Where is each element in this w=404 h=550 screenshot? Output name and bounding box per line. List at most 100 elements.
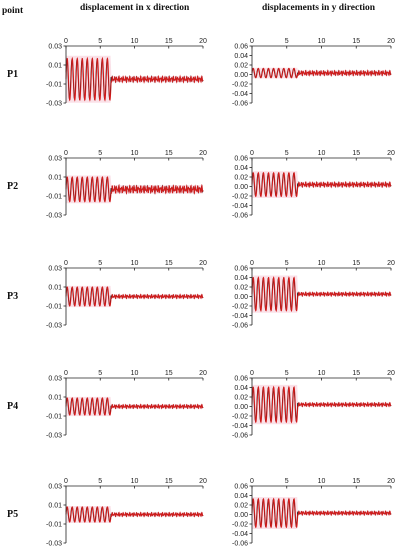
y-tick-label: 0.06 bbox=[234, 484, 248, 491]
x-tick-label: 10 bbox=[318, 260, 326, 267]
y-tick-label: -0.06 bbox=[232, 213, 248, 220]
y-tick-label: 0.01 bbox=[48, 285, 62, 292]
row-label-p5: P5 bbox=[7, 509, 18, 520]
y-tick-label: 0.06 bbox=[234, 156, 248, 163]
x-tick-label: 15 bbox=[165, 260, 173, 267]
panel-p3-y: 0 5 10 15 20 0.06 0.04 0.02 0.00 -0.02 -0.04 -0.06 bbox=[232, 260, 395, 330]
x-tick-label: 15 bbox=[352, 478, 360, 485]
panel-p1-y: 0 5 10 15 20 0.06 0.04 0.02 0.00 -0.02 -0.04 -0.06 bbox=[232, 38, 395, 108]
y-tick-label: -0.04 bbox=[232, 423, 248, 430]
x-tick-label: 20 bbox=[387, 38, 395, 45]
panel-p2-x: P2 0 5 10 15 20 0.03 0.01 -0.01 -0.03 bbox=[7, 150, 207, 220]
y-tick-label: 0.02 bbox=[234, 503, 248, 510]
panel-p1-x: P1 0 5 10 15 20 0.03 0.01 -0.01 -0.03 bbox=[7, 38, 207, 108]
y-tick-label: -0.06 bbox=[232, 323, 248, 330]
x-tick-label: 10 bbox=[131, 478, 139, 485]
panel-p4-y: 0 5 10 15 20 0.06 0.04 0.02 0.00 -0.02 -0.04 -0.06 bbox=[232, 370, 395, 440]
x-tick-label: 20 bbox=[387, 478, 395, 485]
y-tick-label: 0.03 bbox=[48, 44, 62, 51]
x-tick-label: 5 bbox=[285, 260, 289, 267]
y-tick-label: 0.06 bbox=[234, 376, 248, 383]
y-tick-label: 0.04 bbox=[234, 493, 248, 500]
series-line-simulated bbox=[65, 286, 204, 307]
series-line-simulated bbox=[251, 276, 392, 313]
series-line-simulated bbox=[251, 67, 392, 79]
header-x-direction: displacement in x direction bbox=[80, 3, 190, 13]
x-tick-label: 15 bbox=[165, 150, 173, 157]
x-tick-label: 5 bbox=[285, 38, 289, 45]
series-line-simulated bbox=[65, 56, 204, 102]
x-tick-label: 15 bbox=[352, 150, 360, 157]
y-tick-label: -0.06 bbox=[232, 101, 248, 108]
y-tick-label: 0.03 bbox=[48, 156, 62, 163]
y-tick-label: -0.03 bbox=[46, 541, 62, 548]
x-tick-label: 20 bbox=[199, 260, 207, 267]
series-line-simulated bbox=[65, 506, 204, 523]
y-tick-label: -0.03 bbox=[46, 433, 62, 440]
x-tick-label: 5 bbox=[98, 370, 102, 377]
panel-p5-y: 0 5 10 15 20 0.06 0.04 0.02 0.00 -0.02 -0.04 -0.06 bbox=[232, 478, 395, 548]
x-tick-label: 15 bbox=[352, 38, 360, 45]
series-line-simulated bbox=[65, 175, 204, 203]
panel-p5-x: P5 0 5 10 15 20 0.03 0.01 -0.01 -0.03 bbox=[7, 478, 207, 548]
series-line-simulated bbox=[251, 497, 392, 529]
y-tick-label: 0.02 bbox=[234, 175, 248, 182]
series-line-simulated bbox=[65, 397, 204, 416]
y-tick-label: 0.04 bbox=[234, 275, 248, 282]
y-tick-label: 0.00 bbox=[234, 512, 248, 519]
y-tick-label: -0.04 bbox=[232, 531, 248, 538]
panel-p3-x: P3 0 5 10 15 20 0.03 0.01 -0.01 -0.03 bbox=[7, 260, 207, 330]
y-tick-label: 0.04 bbox=[234, 165, 248, 172]
y-tick-label: 0.03 bbox=[48, 376, 62, 383]
panel-grid: P1 0 5 10 15 20 0.03 0.01 -0.01 -0.03 0 5 10 15 20 0.06… bbox=[7, 38, 395, 548]
x-tick-label: 5 bbox=[285, 150, 289, 157]
y-tick-label: -0.04 bbox=[232, 203, 248, 210]
x-tick-label: 15 bbox=[165, 38, 173, 45]
x-tick-label: 5 bbox=[98, 38, 102, 45]
x-tick-label: 10 bbox=[318, 150, 326, 157]
header-y-direction: displacements in y direction bbox=[262, 3, 376, 13]
panel-p2-y: 0 5 10 15 20 0.06 0.04 0.02 0.00 -0.02 -0.04 -0.06 bbox=[232, 150, 395, 220]
x-tick-label: 20 bbox=[199, 38, 207, 45]
row-label-p1: P1 bbox=[7, 69, 18, 80]
y-tick-label: 0.00 bbox=[234, 404, 248, 411]
y-tick-label: 0.06 bbox=[234, 266, 248, 273]
x-tick-label: 0 bbox=[64, 260, 68, 267]
x-tick-label: 5 bbox=[98, 150, 102, 157]
y-tick-label: 0.04 bbox=[234, 53, 248, 60]
y-tick-label: 0.01 bbox=[48, 503, 62, 510]
y-tick-label: 0.06 bbox=[234, 44, 248, 51]
y-tick-label: 0.02 bbox=[234, 63, 248, 70]
row-label-p4: P4 bbox=[7, 401, 18, 412]
x-tick-label: 15 bbox=[165, 478, 173, 485]
y-tick-label: -0.01 bbox=[46, 82, 62, 89]
x-tick-label: 20 bbox=[199, 370, 207, 377]
y-tick-label: -0.02 bbox=[232, 414, 248, 421]
x-tick-label: 0 bbox=[250, 260, 254, 267]
y-tick-label: -0.01 bbox=[46, 522, 62, 529]
x-tick-label: 5 bbox=[285, 370, 289, 377]
y-tick-label: 0.00 bbox=[234, 294, 248, 301]
y-tick-label: -0.03 bbox=[46, 101, 62, 108]
x-tick-label: 15 bbox=[352, 370, 360, 377]
x-tick-label: 20 bbox=[387, 260, 395, 267]
x-tick-label: 0 bbox=[64, 150, 68, 157]
y-tick-label: -0.06 bbox=[232, 541, 248, 548]
x-tick-label: 0 bbox=[64, 478, 68, 485]
x-tick-label: 0 bbox=[64, 370, 68, 377]
x-tick-label: 20 bbox=[199, 478, 207, 485]
y-tick-label: 0.03 bbox=[48, 484, 62, 491]
x-tick-label: 10 bbox=[318, 478, 326, 485]
x-tick-label: 0 bbox=[64, 38, 68, 45]
header-point: point bbox=[2, 6, 24, 16]
x-tick-label: 0 bbox=[250, 38, 254, 45]
y-tick-label: 0.03 bbox=[48, 266, 62, 273]
x-tick-label: 10 bbox=[131, 150, 139, 157]
y-tick-label: -0.04 bbox=[232, 313, 248, 320]
y-tick-label: 0.01 bbox=[48, 175, 62, 182]
series-line-simulated bbox=[251, 171, 392, 198]
y-tick-label: -0.01 bbox=[46, 304, 62, 311]
x-tick-label: 20 bbox=[387, 150, 395, 157]
panel-p4-x: P4 0 5 10 15 20 0.03 0.01 -0.01 -0.03 bbox=[7, 370, 207, 440]
